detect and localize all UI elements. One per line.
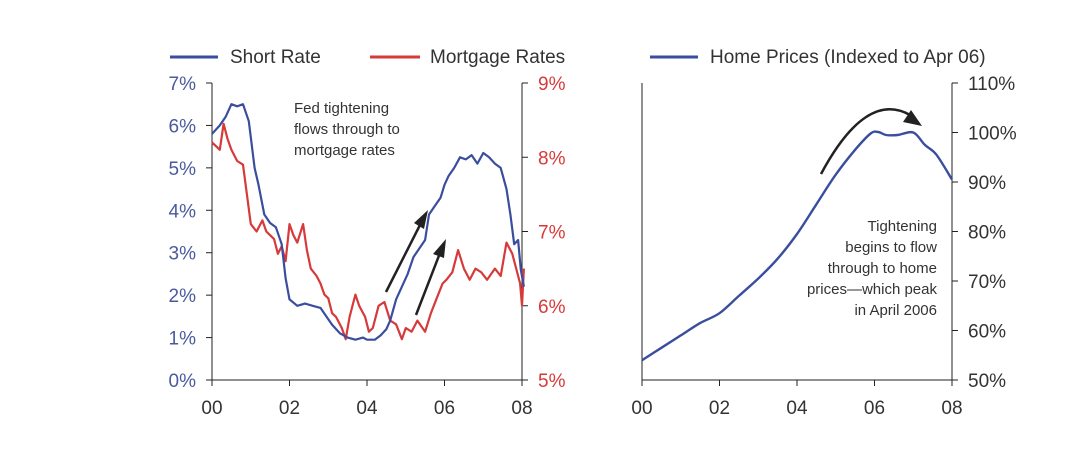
left-y-tick-label: 2%	[169, 286, 197, 307]
left-x-ticks: 00 02 04 06 08	[201, 380, 533, 419]
left-y-tick-label: 3%	[169, 244, 197, 265]
arrow-2-head	[433, 239, 446, 258]
left-y-tick-label: 4%	[169, 201, 197, 222]
left-y-tick-label: 7%	[169, 74, 197, 95]
home-y-tick-label: 90%	[968, 173, 1006, 194]
left-y-ticks: 0% 1% 2% 3% 4% 5% 6% 7%	[169, 74, 212, 392]
right-y-tick-label: 8%	[538, 148, 566, 169]
series-line-short-rate	[211, 103, 525, 341]
home-y-tick-label: 60%	[968, 322, 1006, 343]
right-y-tick-label: 9%	[538, 74, 566, 95]
left-panel: 0% 1% 2% 3% 4% 5% 6% 7% 5% 6% 7% 8% 9% 00 02 04 06 08 S…	[169, 47, 566, 419]
right-y-tick-label: 7%	[538, 223, 566, 244]
right-annotation-line-1: Tightening	[868, 218, 938, 235]
arrow-1	[384, 222, 423, 293]
right-y-ticks: 5% 6% 7% 8% 9%	[522, 74, 566, 392]
series-line-home-prices	[641, 130, 954, 362]
left-annotation-line-1: Fed tightening	[294, 100, 389, 117]
right-panel: 50% 60% 70% 80% 90% 100% 110% 00 02 04 06 08 Home …	[631, 47, 1016, 419]
series-line-mortgage-rates	[211, 122, 525, 341]
left-annotation-line-2: flows through to	[294, 121, 400, 138]
home-x-ticks: 00 02 04 06 08	[631, 380, 963, 419]
legend-label-home-prices: Home Prices (Indexed to Apr 06)	[710, 47, 986, 68]
home-y-tick-label: 110%	[968, 74, 1015, 95]
home-series	[641, 130, 954, 362]
left-x-tick-label: 08	[511, 398, 532, 419]
home-y-tick-label: 80%	[968, 223, 1006, 244]
home-x-tick-label: 08	[941, 398, 962, 419]
right-annotation-line-3: through to home	[828, 260, 937, 277]
home-x-tick-label: 06	[864, 398, 885, 419]
left-y-tick-label: 6%	[169, 116, 197, 137]
home-y-tick-label: 100%	[968, 124, 1017, 145]
left-series	[211, 103, 525, 341]
left-x-tick-label: 04	[356, 398, 378, 419]
right-annotation-line-4: prices—which peak	[807, 281, 938, 298]
right-annotation-line-2: begins to flow	[845, 239, 937, 256]
curved-arrow-head	[903, 110, 922, 126]
arrow-2	[414, 252, 442, 316]
left-x-tick-label: 06	[434, 398, 455, 419]
right-y-tick-label: 5%	[538, 371, 566, 392]
right-annotation-line-5: in April 2006	[854, 302, 937, 319]
right-y-tick-label: 6%	[538, 297, 566, 318]
left-y-tick-label: 0%	[169, 371, 197, 392]
home-y-tick-label: 70%	[968, 272, 1006, 293]
legend-label-short-rate: Short Rate	[230, 47, 321, 68]
arrow-1-head	[414, 210, 428, 229]
left-x-tick-label: 02	[279, 398, 300, 419]
home-x-tick-label: 00	[631, 398, 652, 419]
left-annotation-line-3: mortgage rates	[294, 142, 395, 159]
legend-label-mortgage: Mortgage Rates	[430, 47, 565, 68]
left-y-tick-label: 5%	[169, 159, 197, 180]
home-x-tick-label: 02	[709, 398, 730, 419]
left-y-tick-label: 1%	[169, 329, 197, 350]
home-x-tick-label: 04	[786, 398, 808, 419]
home-y-ticks: 50% 60% 70% 80% 90% 100% 110%	[952, 74, 1017, 392]
left-x-tick-label: 00	[201, 398, 222, 419]
home-y-tick-label: 50%	[968, 371, 1006, 392]
curved-arrow	[819, 108, 911, 175]
